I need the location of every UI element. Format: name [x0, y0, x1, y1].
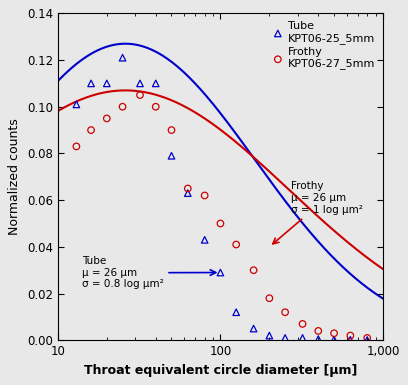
Frothy
KPT06-27_5mm — [137, 92, 143, 98]
Tube
KPT06-25_5mm — [202, 237, 208, 243]
Tube
KPT06-25_5mm — [73, 101, 80, 107]
Frothy
KPT06-27_5mm — [299, 321, 306, 327]
Tube
KPT06-25_5mm — [168, 153, 175, 159]
Frothy
KPT06-27_5mm — [266, 295, 273, 301]
Text: Frothy
μ = 26 μm
σ = 1 log μm²: Frothy μ = 26 μm σ = 1 log μm² — [273, 181, 362, 244]
Tube
KPT06-25_5mm — [104, 80, 110, 87]
Tube
KPT06-25_5mm — [119, 55, 126, 61]
Frothy
KPT06-27_5mm — [331, 330, 337, 336]
Frothy
KPT06-27_5mm — [202, 192, 208, 199]
Tube
KPT06-25_5mm — [217, 270, 224, 276]
Frothy
KPT06-27_5mm — [104, 116, 110, 122]
Tube
KPT06-25_5mm — [266, 333, 273, 339]
Tube
KPT06-25_5mm — [184, 190, 191, 196]
Tube
KPT06-25_5mm — [315, 336, 322, 342]
Legend: Tube
KPT06-25_5mm, Frothy
KPT06-27_5mm: Tube KPT06-25_5mm, Frothy KPT06-27_5mm — [270, 19, 377, 72]
Tube
KPT06-25_5mm — [299, 335, 306, 341]
Frothy
KPT06-27_5mm — [347, 333, 354, 339]
Frothy
KPT06-27_5mm — [153, 104, 159, 110]
Tube
KPT06-25_5mm — [137, 80, 143, 87]
Y-axis label: Normalized counts: Normalized counts — [8, 119, 21, 235]
Frothy
KPT06-27_5mm — [364, 335, 370, 341]
Frothy
KPT06-27_5mm — [119, 104, 126, 110]
Tube
KPT06-25_5mm — [153, 80, 159, 87]
Tube
KPT06-25_5mm — [331, 336, 337, 343]
Frothy
KPT06-27_5mm — [251, 267, 257, 273]
X-axis label: Throat equivalent circle diameter [μm]: Throat equivalent circle diameter [μm] — [84, 364, 357, 377]
Text: Tube
μ = 26 μm
σ = 0.8 log μm²: Tube μ = 26 μm σ = 0.8 log μm² — [82, 256, 216, 290]
Frothy
KPT06-27_5mm — [217, 221, 224, 227]
Frothy
KPT06-27_5mm — [168, 127, 175, 133]
Frothy
KPT06-27_5mm — [184, 186, 191, 192]
Frothy
KPT06-27_5mm — [315, 328, 322, 334]
Frothy
KPT06-27_5mm — [233, 241, 239, 248]
Frothy
KPT06-27_5mm — [73, 143, 80, 149]
Frothy
KPT06-27_5mm — [282, 309, 288, 315]
Tube
KPT06-25_5mm — [233, 309, 239, 315]
Tube
KPT06-25_5mm — [251, 325, 257, 331]
Tube
KPT06-25_5mm — [282, 335, 288, 341]
Tube
KPT06-25_5mm — [364, 337, 370, 343]
Tube
KPT06-25_5mm — [347, 337, 354, 343]
Tube
KPT06-25_5mm — [88, 80, 94, 87]
Frothy
KPT06-27_5mm — [88, 127, 94, 133]
